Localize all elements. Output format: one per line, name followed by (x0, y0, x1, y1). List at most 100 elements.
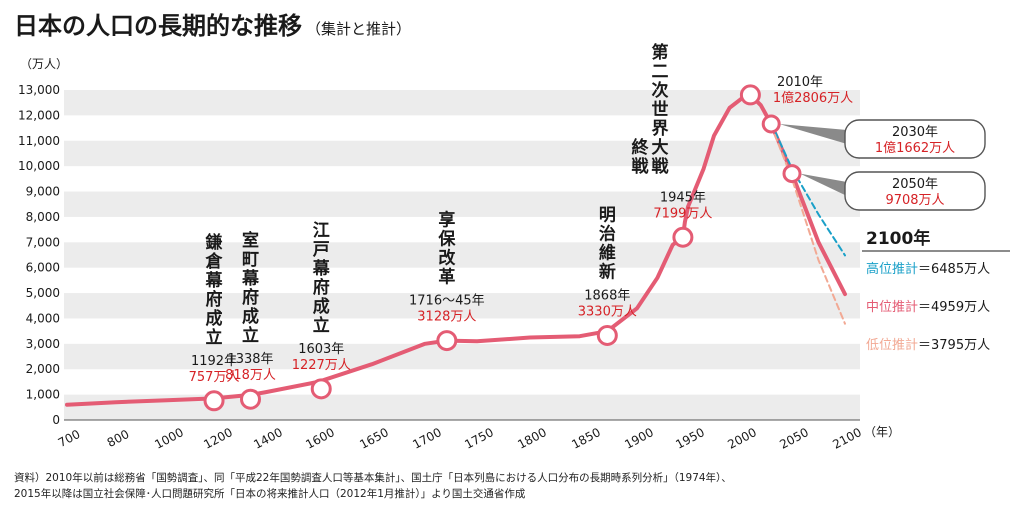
x-tick-label: 2000 (725, 425, 759, 452)
era-label-char: 成 (242, 306, 259, 327)
era-label-char: 江 (313, 221, 330, 241)
y-axis-label: （万人） (20, 57, 68, 71)
chart-title-group: 日本の人口の長期的な推移 （集計と推計） (14, 6, 411, 41)
era-label-char: 幕 (312, 258, 331, 279)
era-label-char: 府 (206, 289, 223, 310)
callout-marker (782, 164, 802, 184)
callout-value-label: 9708万人 (885, 193, 944, 208)
era-label-char: 改 (438, 248, 456, 269)
grid-bands (64, 90, 860, 421)
legend-row-value: ＝3795万人 (918, 338, 990, 353)
era-label-char: 戸 (313, 240, 330, 260)
y-tick-label: 12,000 (18, 108, 60, 122)
y-tick-label: 5,000 (26, 286, 60, 300)
event-marker (739, 84, 761, 106)
marker-year-label: 1338年 (227, 352, 273, 367)
era-label-char: 府 (242, 287, 259, 308)
y-tick-label: 7,000 (26, 235, 60, 249)
marker-value-label: 757万人 (189, 370, 240, 385)
marker-year-label: 1945年 (660, 190, 706, 205)
era-label-char: 府 (313, 277, 330, 298)
grid-band (64, 242, 860, 268)
y-tick-label: 13,000 (18, 83, 60, 97)
x-tick-label: 1200 (201, 425, 235, 452)
x-tick-label: 1750 (462, 425, 496, 452)
y-tick-label: 0 (52, 413, 60, 427)
x-tick-label: 1650 (357, 425, 391, 452)
y-tick-label: 9,000 (26, 185, 60, 199)
marker-value-label: 7199万人 (653, 206, 712, 221)
era-label-char: 立 (242, 325, 259, 346)
y-tick-label: 2,000 (26, 362, 60, 376)
grid-band (64, 191, 860, 217)
y-tick-label: 11,000 (18, 134, 60, 148)
y-tick-label: 3,000 (26, 337, 60, 351)
era-label-char: 次 (652, 80, 669, 101)
era-label-char: 幕 (205, 270, 224, 291)
era-label-char: 二 (652, 62, 669, 82)
marker-year-label: 1603年 (298, 342, 344, 357)
source-line-2: 2015年以降は国立社会保障･人口問題研究所「日本の将来推計人口（2012年1月… (14, 488, 526, 500)
grid-band (64, 140, 860, 167)
chart-subtitle: （集計と推計） (306, 20, 412, 38)
x-tick-label: 1800 (515, 425, 549, 452)
era-label-char: 立 (313, 315, 330, 336)
marker-year-label: 1868年 (584, 288, 630, 303)
series-line-medium (65, 92, 847, 407)
era-label-char: 新 (599, 261, 616, 282)
y-tick-label: 4,000 (26, 311, 60, 325)
era-label-char: 保 (437, 229, 456, 250)
era-label-char: 大 (652, 137, 669, 158)
event-marker (240, 388, 261, 410)
x-tick-label: 2050 (777, 425, 811, 452)
era-label-char: 戦 (632, 156, 650, 177)
grid-band (64, 343, 860, 370)
x-tick-label: 1700 (410, 425, 444, 452)
legend-row-value: ＝4959万人 (918, 300, 990, 315)
series-line-high (770, 122, 846, 257)
event-markers: 1192年757万人鎌倉幕府成立1338年818万人室町幕府成立1603年122… (189, 42, 853, 412)
era-label-char: 終 (632, 137, 650, 158)
marker-year-label: 1716～45年 (409, 294, 485, 309)
callout-value-label: 1億1662万人 (875, 140, 955, 156)
marker-year-label: 1192年 (191, 354, 237, 369)
x-tick-label: 1900 (622, 425, 656, 452)
x-tick-label: 800 (105, 427, 132, 450)
era-label-char: 戦 (652, 156, 670, 177)
x-tick-label: 1950 (673, 425, 707, 452)
era-label-char: 室 (242, 230, 259, 251)
legend-row: 低位推計＝3795万人 (866, 337, 990, 353)
x-tick-label: 700 (56, 427, 83, 450)
marker-value-label: 3128万人 (417, 310, 476, 325)
callout-box (844, 119, 986, 159)
marker-value-label: 818万人 (225, 368, 276, 383)
event-marker (672, 226, 694, 248)
x-tick-label: 1850 (569, 425, 603, 452)
era-label-char: 鎌 (205, 232, 223, 253)
callout-year-label: 2050年 (892, 177, 938, 192)
era-label-char: 幕 (241, 268, 260, 289)
legend-row-name: 高位推計 (866, 261, 918, 277)
era-label-char: 立 (206, 327, 223, 348)
era-label-char: 成 (313, 296, 330, 317)
event-marker (310, 378, 332, 400)
source-line-1: 資料）2010年以前は総務省「国勢調査」、同「平成22年国勢調査人口等基本集計」… (14, 472, 732, 484)
era-label-char: 世 (652, 100, 669, 120)
era-label-char: 革 (438, 267, 455, 288)
marker-value-label: 1億2806万人 (773, 90, 853, 106)
y-tick-label: 6,000 (26, 261, 60, 275)
era-label-char: 享 (438, 210, 455, 231)
marker-year-label: 2010年 (777, 75, 823, 90)
legend-row: 中位推計＝4959万人 (866, 299, 990, 315)
callout-pointer (779, 123, 847, 144)
event-marker (596, 324, 618, 346)
y-tick-label: 1,000 (26, 388, 60, 402)
series-lines (65, 92, 847, 407)
callout-pointer (800, 173, 847, 196)
x-tick-label: 1000 (152, 425, 186, 452)
callout-box (844, 171, 986, 211)
x-tick-label: 2100 (830, 425, 864, 452)
legend-row-name: 中位推計 (866, 299, 918, 315)
